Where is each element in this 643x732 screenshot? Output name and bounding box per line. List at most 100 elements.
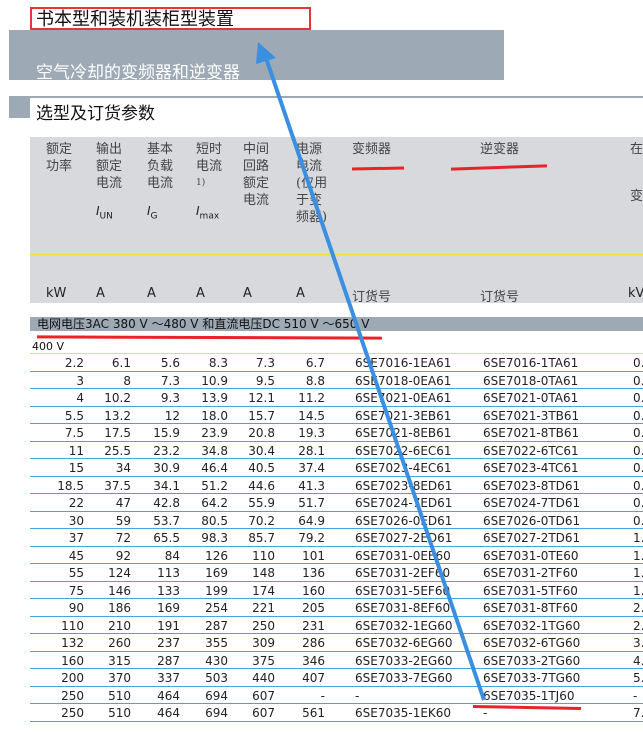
cell-value: 315: [108, 653, 131, 668]
section-divider: [9, 96, 643, 98]
order-number: 6SE7032-1EG60: [355, 618, 453, 633]
order-number: 6SE7021-0TA61: [483, 391, 579, 405]
header-unit: kW: [46, 286, 67, 301]
cell-value: 694: [205, 688, 228, 703]
cell-value: 12.1: [248, 391, 275, 405]
header-label: 输出额定电流: [96, 142, 123, 191]
cell-value: 231: [302, 618, 325, 633]
order-number: 6SE7021-3TB61: [483, 408, 580, 423]
cell-value: 309: [252, 636, 275, 650]
cell-value: 250: [61, 706, 84, 720]
order-number: 2.: [633, 601, 643, 615]
cell-value: 205: [302, 601, 325, 615]
order-number: 6SE7033-2EG60: [355, 653, 453, 668]
order-number: 1.: [633, 566, 643, 580]
title-highlight-box: [30, 7, 311, 30]
order-number: 6SE7021-8TB61: [483, 426, 580, 440]
order-number: 1.: [633, 531, 643, 545]
table-row: 5.5 13.2 12 18.0 15.7 14.5 6SE7021-3EB61 6SE702…: [30, 407, 643, 424]
header-symbol: IG: [147, 204, 158, 222]
cell-value: 346: [302, 653, 325, 668]
order-number: 0.: [633, 513, 643, 528]
cell-value: 72: [115, 531, 131, 545]
cell-value: 41.3: [298, 478, 325, 493]
cell-value: 124: [108, 566, 131, 580]
arrow-head-icon: [256, 42, 276, 64]
cell-value: 169: [205, 566, 228, 580]
header-col-0: 额定功率: [46, 141, 80, 175]
cell-value: 12: [164, 408, 180, 423]
subtitle: 空气冷却的变频器和逆变器: [36, 63, 240, 83]
table-row: 110 210 191 287 250 231 6SE7032-1EG60 6SE7032-1…: [30, 617, 643, 634]
order-number: 6SE7021-8EB61: [355, 426, 452, 440]
cell-value: 22: [68, 496, 84, 510]
order-number: 0.: [633, 496, 643, 510]
cell-value: 85.7: [248, 531, 275, 545]
cell-value: 254: [205, 601, 228, 615]
cell-value: 260: [108, 636, 131, 650]
cell-value: 6.7: [305, 356, 325, 370]
order-number: 6SE7024-7TD61: [483, 496, 581, 510]
cell-value: 45: [68, 548, 84, 563]
table-row: 30 59 53.7 80.5 70.2 64.9 6SE7026-0ED61 6SE7026…: [30, 512, 643, 529]
header-unit: 订货号: [480, 290, 520, 305]
order-number: 3.: [633, 636, 643, 650]
order-number: 6SE7033-2TG60: [483, 653, 581, 668]
cell-value: 199: [205, 583, 228, 598]
order-number: 4.: [633, 653, 643, 668]
cell-value: 287: [157, 653, 180, 668]
cell-value: 464: [157, 706, 180, 720]
cell-value: 17.5: [104, 426, 131, 440]
order-number: 6SE7031-5TF60: [483, 583, 578, 598]
cell-value: 169: [157, 601, 180, 615]
cell-value: 34.8: [201, 443, 228, 458]
cell-value: 8.3: [208, 356, 228, 370]
order-number: 1.: [633, 583, 643, 598]
cell-value: 13.9: [201, 391, 228, 405]
cell-value: 75: [68, 583, 84, 598]
cell-value: 237: [157, 636, 180, 650]
table-row: 200 370 337 503 440 407 6SE7033-7EG60 6SE7033-7…: [30, 669, 643, 687]
cell-value: 5.5: [64, 408, 84, 423]
cell-value: 34: [115, 461, 131, 475]
cell-value: 191: [157, 618, 180, 633]
order-number: 6SE7033-7EG60: [355, 671, 453, 685]
order-number: 0.: [633, 478, 643, 493]
order-number: 6SE7027-2TD61: [483, 531, 581, 545]
cell-value: 47: [115, 496, 131, 510]
header-divider: [30, 254, 643, 255]
order-number: -: [355, 688, 360, 703]
cell-value: 7.3: [160, 373, 180, 388]
cell-value: 146: [108, 583, 131, 598]
cell-value: 30.9: [153, 461, 180, 475]
cell-value: 70.2: [248, 513, 275, 528]
cell-value: 84: [164, 548, 180, 563]
section-marker: [9, 98, 30, 118]
cell-value: 40.5: [248, 461, 275, 475]
header-col-7: 逆变器: [480, 141, 580, 158]
cell-value: 694: [205, 706, 228, 720]
order-number: 6SE7031-5EF60: [355, 583, 451, 598]
cell-value: 20.8: [248, 426, 275, 440]
order-number: 6SE7033-7TG60: [483, 671, 581, 685]
cell-value: 440: [252, 671, 275, 685]
cell-value: 8: [123, 373, 131, 388]
order-number: 0.: [633, 443, 643, 458]
cell-value: 23.9: [201, 426, 228, 440]
cell-value: 464: [157, 688, 180, 703]
data-table: 2.2 6.1 5.6 8.3 7.3 6.7 6SE7016-1EA61 6SE7016-1…: [30, 354, 643, 722]
cell-value: 19.3: [298, 426, 325, 440]
header-col-2: 基本负载电流: [147, 141, 181, 192]
cell-value: 9.5: [255, 373, 275, 388]
cell-value: 160: [302, 583, 325, 598]
cell-value: 11.2: [298, 391, 325, 405]
cell-value: 287: [205, 618, 228, 633]
cell-value: 90: [68, 601, 84, 615]
order-number: 0.: [633, 391, 643, 405]
order-number: 6SE7032-6EG60: [355, 636, 453, 650]
voltage-label: 电网电压: [37, 317, 86, 331]
table-row: 160 315 287 430 375 346 6SE7033-2EG60 6SE7033-2…: [30, 652, 643, 669]
cell-value: 200: [61, 671, 84, 685]
cell-value: 174: [252, 583, 275, 598]
